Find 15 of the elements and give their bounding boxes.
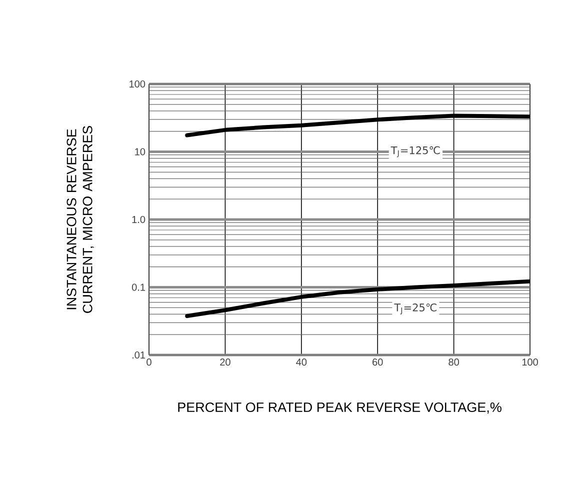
x-tick-label: 60 — [372, 358, 383, 366]
x-tick-label: 0 — [146, 358, 152, 366]
y-tick-label: .01 — [132, 351, 145, 359]
y-tick-label: 0.1 — [132, 284, 145, 291]
x-tick-label: 100 — [522, 358, 538, 366]
y-tick-label: 100 — [130, 80, 146, 88]
y-tick-label: 1.0 — [132, 216, 146, 224]
x-tick-label: 20 — [220, 358, 230, 366]
annotation: T$_{J}$=125℃ — [390, 146, 440, 158]
x-axis-title: PERCENT OF RATED PEAK REVERSE VOLTAGE,% — [178, 402, 502, 414]
y-tick-label: 10 — [135, 148, 146, 156]
y-axis-title: INSTANTANEOUS REVERSE CURRENT, MICRO AMPERES — [66, 126, 94, 313]
annotation: T$_{J}$=25℃ — [394, 303, 436, 314]
x-tick-label: 40 — [296, 358, 307, 366]
x-tick-label: 80 — [448, 358, 459, 366]
